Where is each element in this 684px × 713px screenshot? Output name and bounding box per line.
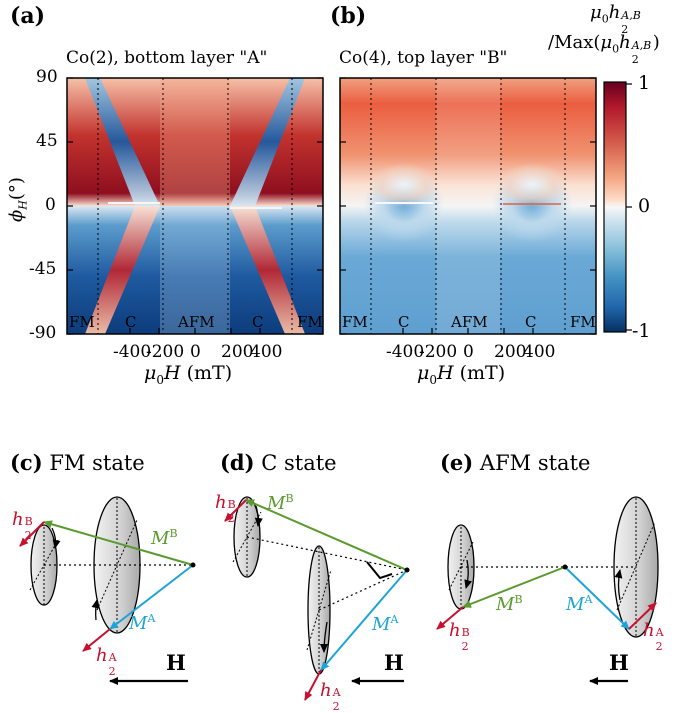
x-axis-label-b: μ0H (mT) [417, 362, 506, 387]
xtick-b-200: 200 [494, 342, 527, 362]
xtick-a-400: 400 [250, 342, 283, 362]
label-d-MB: MB [267, 492, 294, 514]
label-e-H: H [609, 650, 629, 675]
x-axis-label-a: μ0H (mT) [144, 362, 233, 387]
panel-a-title: Co(2), bottom layer "A" [66, 48, 268, 68]
diagram-fm-state [19, 496, 196, 685]
region-b-fm-right: FM [570, 313, 596, 331]
region-a-c-left: C [125, 313, 137, 331]
panel-d-title: (d) C state [220, 450, 337, 475]
xtick-b-0: 0 [463, 342, 474, 362]
colorbar-tick-1: 1 [638, 72, 651, 94]
colorbar [603, 81, 632, 333]
panel-e-name: AFM state [479, 451, 591, 475]
panel-d-name: C state [261, 451, 337, 475]
xtick-a-neg200: -200 [146, 342, 185, 362]
heatmap-a [66, 77, 324, 335]
region-a-fm-right: FM [297, 313, 323, 331]
panel-b-title: Co(4), top layer "B" [339, 48, 508, 68]
panel-c-letter: (c) [10, 450, 43, 475]
region-a-fm-left: FM [69, 313, 95, 331]
xtick-a-neg400: -400 [113, 342, 152, 362]
panel-a-letter: (a) [10, 3, 46, 29]
xtick-a-200: 200 [221, 342, 254, 362]
label-e-MA: MA [566, 593, 593, 615]
colorbar-title-line2: /Max(μ0h A,B 2) [548, 32, 660, 66]
diagram-afm-state [436, 496, 659, 685]
xtick-b-400: 400 [523, 342, 556, 362]
region-a-afm: AFM [178, 313, 215, 331]
xtick-a-0: 0 [190, 342, 201, 362]
label-d-H: H [384, 650, 404, 675]
region-b-afm: AFM [451, 313, 488, 331]
ytick-45: 45 [36, 131, 58, 151]
region-a-c-right: C [252, 313, 264, 331]
ytick-neg90: -90 [29, 323, 57, 343]
xtick-b-neg200: -200 [419, 342, 458, 362]
ytick-0: 0 [45, 195, 56, 215]
colorbar-tick-0: 0 [638, 195, 651, 217]
panel-c-name: FM state [49, 451, 145, 475]
label-e-MB: MB [496, 593, 523, 615]
panel-e-letter: (e) [440, 450, 474, 475]
label-c-MB: MB [151, 527, 178, 549]
heatmap-b [339, 77, 597, 335]
panel-c-title: (c) FM state [10, 450, 145, 475]
colorbar-tick-neg1: -1 [632, 320, 651, 342]
label-c-MA: MA [129, 612, 156, 634]
panel-b-letter: (b) [330, 3, 367, 29]
diagram-c-state [224, 496, 410, 701]
label-c-H: H [166, 650, 186, 675]
region-b-c-right: C [525, 313, 537, 331]
panel-d-letter: (d) [220, 450, 255, 475]
label-d-MA: MA [372, 613, 399, 635]
ytick-90: 90 [36, 67, 58, 87]
panel-e-title: (e) AFM state [440, 450, 590, 475]
region-b-fm-left: FM [342, 313, 368, 331]
region-b-c-left: C [398, 313, 410, 331]
colorbar-title-line1: μ0h A,B 2 [590, 2, 641, 36]
y-axis-label: ϕH(°) [6, 177, 30, 222]
xtick-b-neg400: -400 [386, 342, 425, 362]
ytick-neg45: -45 [29, 259, 57, 279]
